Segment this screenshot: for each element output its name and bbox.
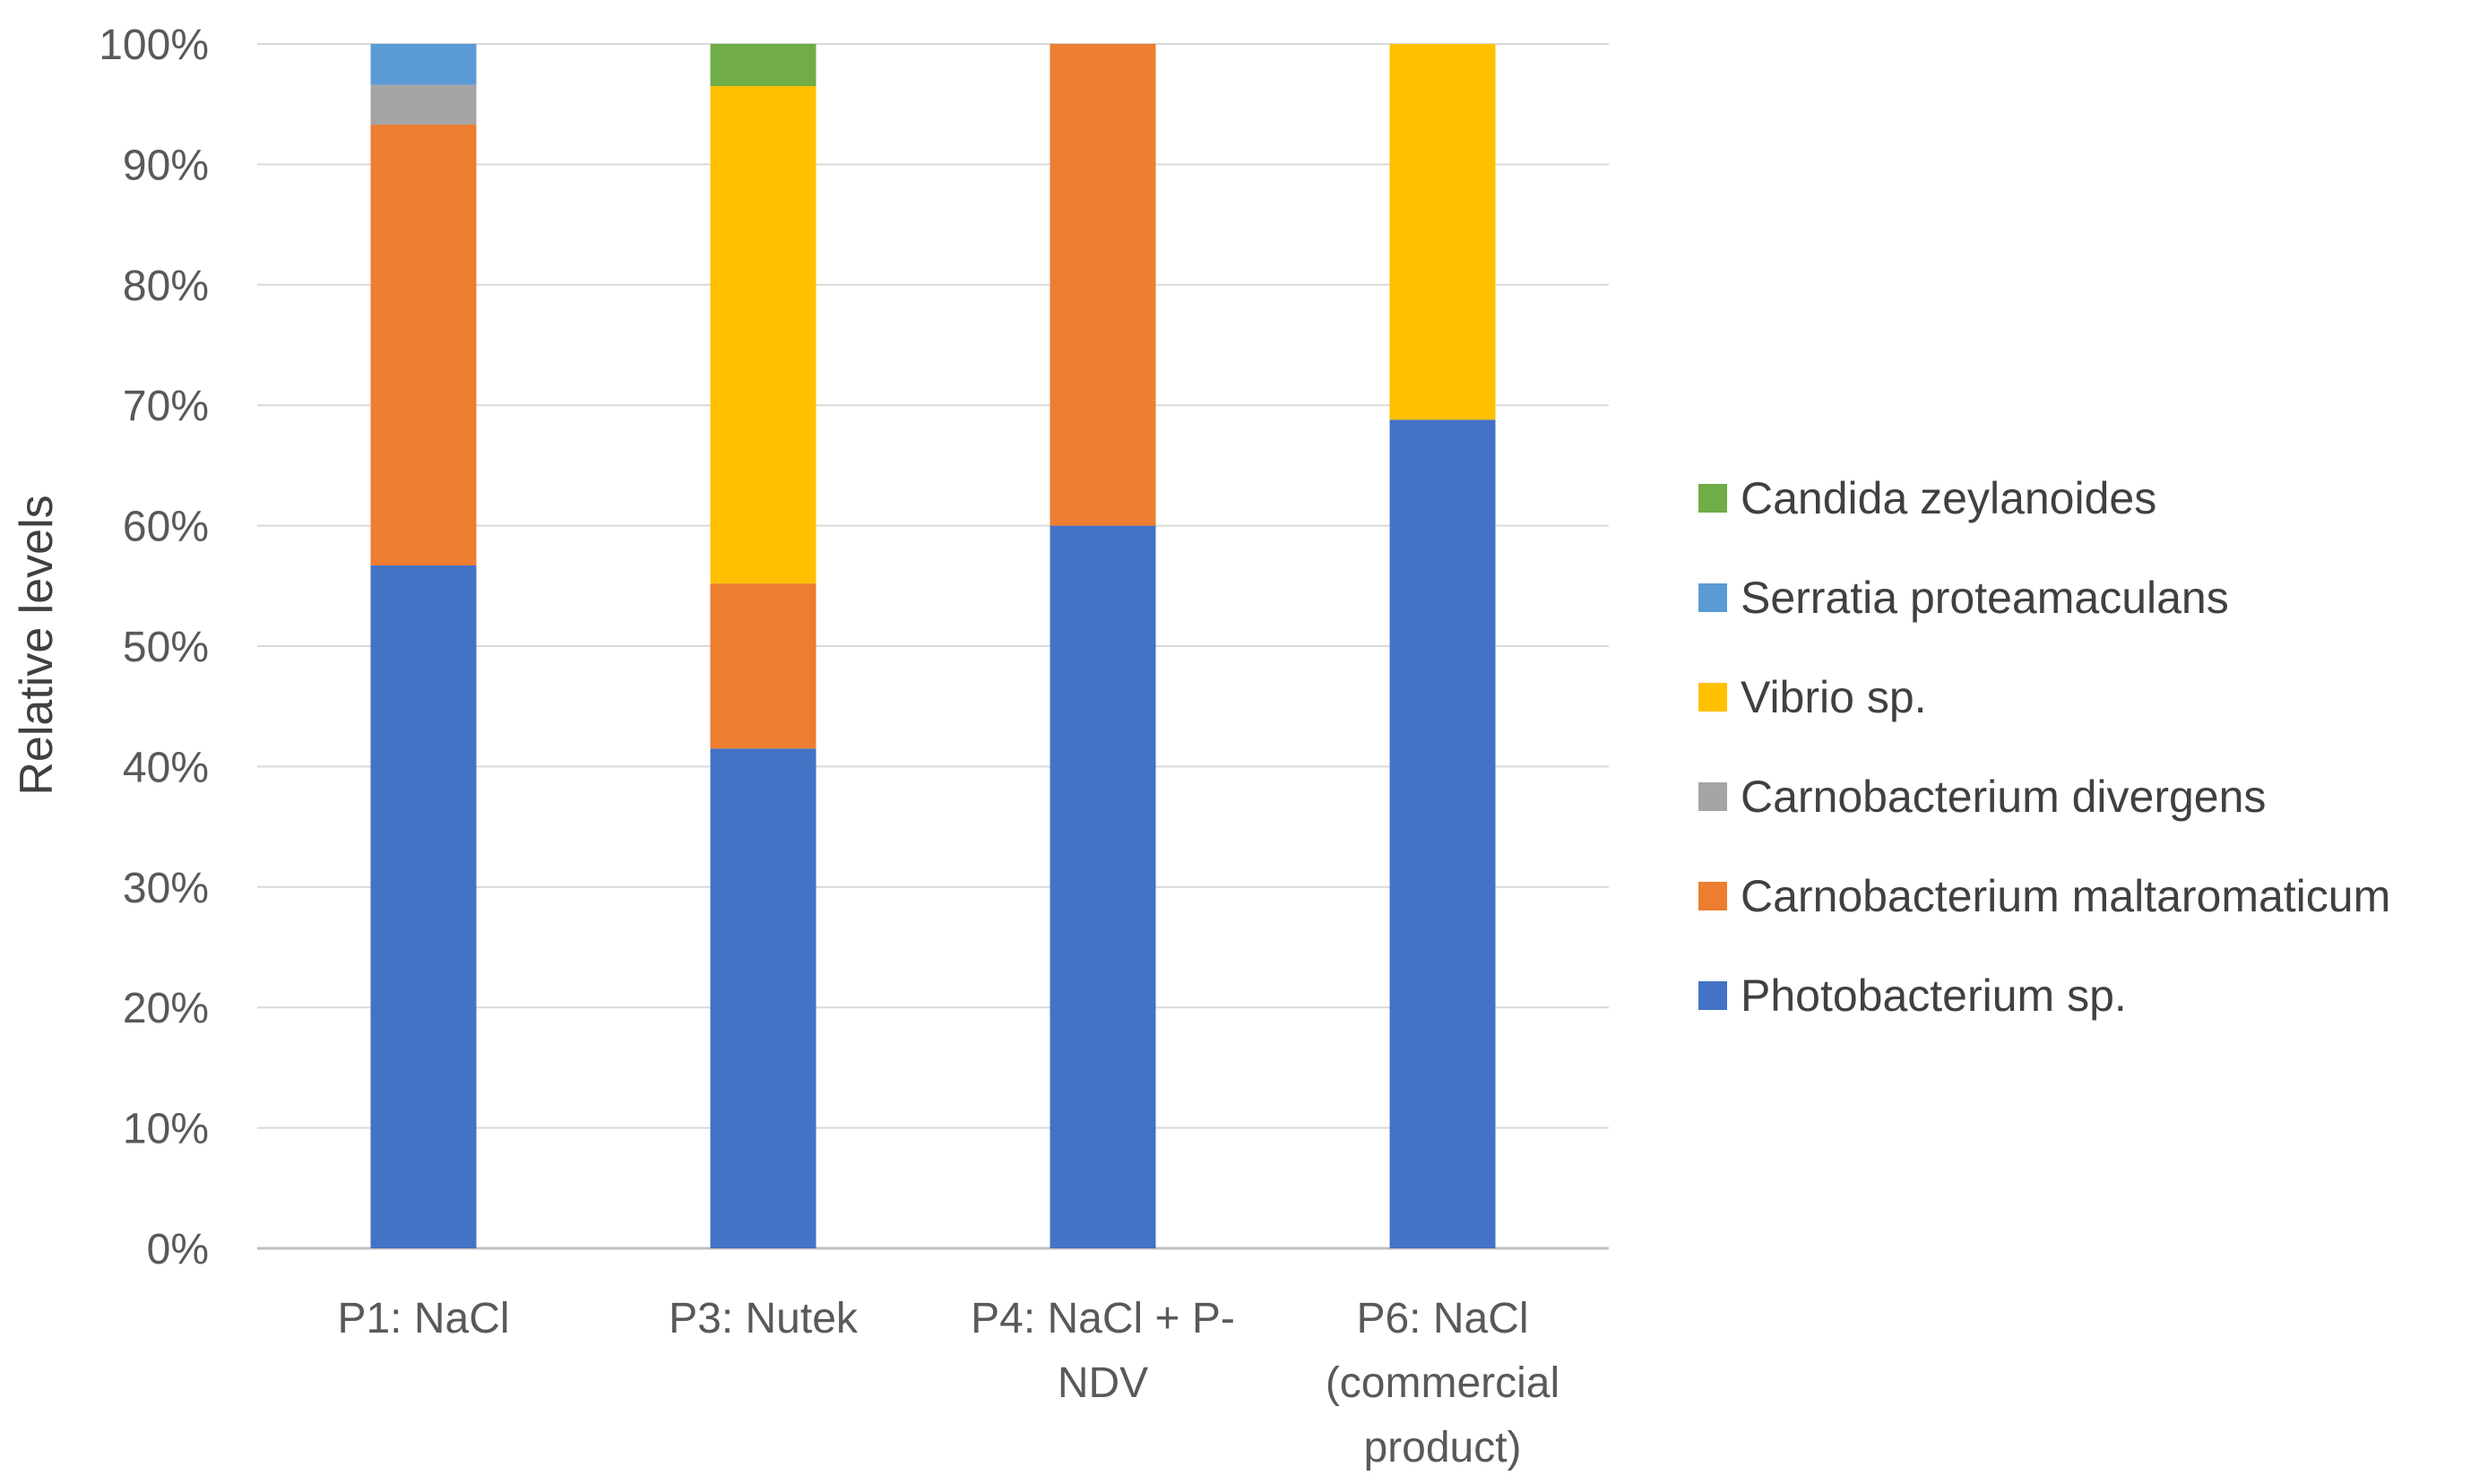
y-tick-label: 50% xyxy=(123,624,209,671)
legend-swatch xyxy=(1698,882,1727,910)
y-tick-label: 70% xyxy=(123,383,209,430)
legend-swatch xyxy=(1698,583,1727,612)
legend-label: Serratia proteamaculans xyxy=(1741,573,2229,623)
legend-label: Candida zeylanoides xyxy=(1741,473,2156,523)
y-tick-label: 0% xyxy=(147,1226,209,1273)
bar-segment xyxy=(1389,419,1496,1248)
x-tick-label: (commercial xyxy=(1326,1359,1559,1407)
bar-segment xyxy=(370,44,477,85)
x-tick-label: product) xyxy=(1363,1424,1521,1471)
bar-segment xyxy=(710,583,816,749)
x-tick-label: P4: NaCl + P- xyxy=(971,1295,1235,1342)
y-tick-label: 80% xyxy=(123,263,209,310)
bar-segment xyxy=(710,86,816,584)
y-tick-label: 20% xyxy=(123,985,209,1032)
y-tick-label: 10% xyxy=(123,1106,209,1153)
bar-segment xyxy=(710,748,816,1248)
gridlines xyxy=(257,43,1609,1250)
legend-label: Carnobacterium divergens xyxy=(1741,772,2266,822)
y-tick-label: 90% xyxy=(123,142,209,189)
bar-segment xyxy=(710,44,816,87)
x-tick-label: P1: NaCl xyxy=(337,1295,509,1342)
legend-swatch xyxy=(1698,782,1727,811)
legend-swatch xyxy=(1698,484,1727,513)
y-axis-title: Relative levels xyxy=(11,495,63,795)
legend-label: Photobacterium sp. xyxy=(1741,971,2127,1021)
legend-swatch xyxy=(1698,683,1727,712)
x-tick-label: NDV xyxy=(1058,1359,1148,1407)
x-axis-labels: P1: NaCl P3: Nutek P4: NaCl + P- NDV P6: NaC… xyxy=(337,1295,1559,1471)
bar-segment xyxy=(1389,44,1496,420)
legend: Candida zeylanoides Serratia proteamacula… xyxy=(1698,473,2390,1021)
legend-swatch xyxy=(1698,981,1727,1010)
bars xyxy=(370,44,1496,1248)
y-tick-label: 30% xyxy=(123,865,209,912)
bar-segment xyxy=(1050,525,1156,1248)
y-tick-label: 100% xyxy=(99,22,209,69)
x-tick-label: P3: Nutek xyxy=(669,1295,859,1342)
y-tick-label: 60% xyxy=(123,504,209,551)
x-tick-label: P6: NaCl xyxy=(1356,1295,1528,1342)
bar-segment xyxy=(370,565,477,1248)
bar-segment xyxy=(370,84,477,125)
y-tick-label: 40% xyxy=(123,744,209,791)
bar-segment xyxy=(1050,44,1156,526)
legend-label: Vibrio sp. xyxy=(1741,672,1927,722)
legend-label: Carnobacterium maltaromaticum xyxy=(1741,871,2390,921)
bar-segment xyxy=(370,125,477,565)
y-axis-ticks: 0% 10% 20% 30% 40% 50% 60% 70% 80% 90% 100% xyxy=(99,22,209,1273)
